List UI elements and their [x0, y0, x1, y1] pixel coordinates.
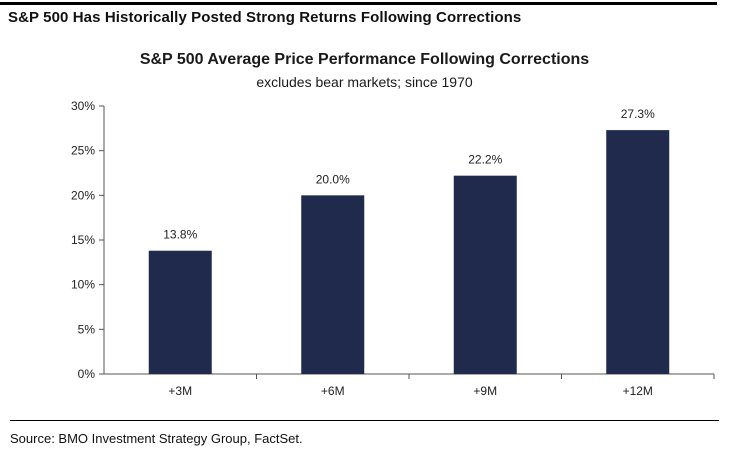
y-tick-label: 10%	[71, 278, 95, 292]
y-tick-label: 20%	[71, 188, 95, 202]
x-tick-label: +9M	[473, 384, 497, 398]
y-tick-label: 30%	[71, 99, 95, 113]
bar	[606, 130, 670, 374]
y-tick-label: 15%	[71, 233, 95, 247]
y-tick-label: 25%	[71, 144, 95, 158]
source-note: Source: BMO Investment Strategy Group, F…	[10, 431, 303, 446]
data-label: 22.2%	[468, 153, 502, 167]
y-tick-label: 0%	[78, 367, 96, 381]
bar	[301, 195, 365, 374]
x-tick-label: +3M	[168, 384, 192, 398]
x-tick-label: +6M	[321, 384, 345, 398]
data-label: 13.8%	[163, 228, 197, 242]
bottom-rule	[10, 420, 719, 421]
data-label: 20.0%	[316, 172, 350, 186]
chart-title: S&P 500 Average Price Performance Follow…	[139, 51, 590, 68]
x-tick-label: +12M	[623, 384, 653, 398]
data-label: 27.3%	[621, 107, 655, 121]
y-tick-label: 5%	[78, 322, 96, 336]
page-header: S&P 500 Has Historically Posted Strong R…	[8, 9, 522, 26]
top-rule	[0, 2, 717, 5]
bar	[453, 175, 517, 374]
bar	[148, 250, 212, 374]
chart-subtitle: excludes bear markets; since 1970	[256, 74, 473, 90]
